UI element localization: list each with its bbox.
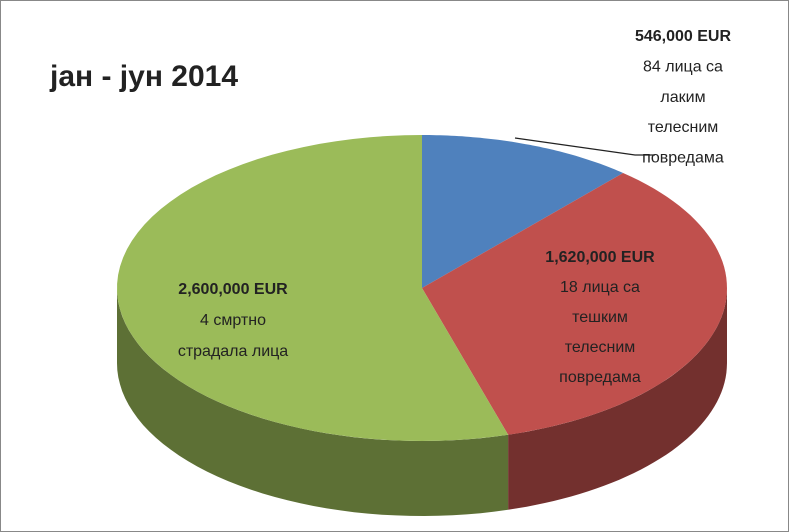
data-label-text: повредама (642, 149, 724, 166)
slice (422, 135, 624, 288)
data-label-text: лаким (660, 89, 705, 106)
slice-side (117, 288, 509, 516)
slice-side (508, 288, 727, 510)
slice (117, 135, 509, 441)
data-label-value: 546,000 EUR (635, 28, 732, 45)
data-label-text: страдала лица (178, 343, 288, 360)
data-label-text: телесним (565, 339, 636, 356)
data-label-text: 4 смртно (200, 312, 266, 329)
data-label-text: тешким (572, 309, 628, 326)
chart-title: јан - јун 2014 (49, 60, 238, 93)
data-label-text: 84 лица са (643, 59, 723, 76)
data-label-text: телесним (648, 119, 719, 136)
data-label-value: 1,620,000 EUR (545, 249, 655, 266)
data-label-text: 18 лица са (560, 279, 640, 296)
slice (422, 173, 727, 435)
data-label-value: 2,600,000 EUR (178, 281, 288, 298)
data-label-text: повредама (559, 369, 641, 386)
leader-line (514, 137, 655, 156)
